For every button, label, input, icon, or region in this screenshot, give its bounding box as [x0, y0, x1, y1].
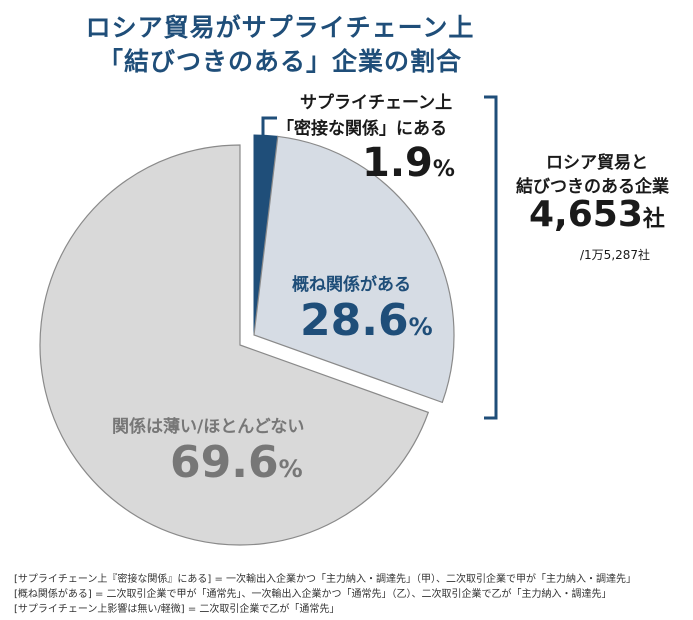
chart-title-line2: 「結びつきのある」企業の割合: [97, 47, 462, 76]
pie-slice-weak-relation: [39, 144, 430, 546]
value-mostly-number: 28.6: [300, 295, 409, 346]
pie-slice-mostly-related: [253, 135, 455, 404]
value-mostly-unit: %: [408, 313, 433, 341]
value-weak: 69.6%: [170, 437, 303, 488]
label-weak: 関係は薄い/ほとんどない: [112, 417, 305, 437]
label-mostly: 概ね関係がある: [292, 275, 411, 295]
group-bracket: [484, 95, 498, 420]
annotation-count: 4,653社: [529, 194, 665, 235]
annotation-line1: ロシア貿易と: [546, 153, 648, 173]
value-weak-number: 69.6: [170, 437, 279, 488]
footnote-3: [サプライチェーン上影響は無い/軽微] = 二次取引企業で乙が「通常先」: [14, 604, 340, 615]
chart-title-line1: ロシア貿易がサプライチェーン上: [85, 13, 475, 42]
annotation-line2: 結びつきのある企業: [516, 177, 669, 197]
label-close-line2: 「密接な関係」にある: [277, 119, 447, 139]
annotation-total: /1万5,287社: [580, 248, 651, 262]
value-mostly: 28.6%: [300, 295, 433, 346]
callout-line: [261, 116, 277, 157]
annotation-count-number: 4,653: [529, 194, 643, 235]
label-close-line1: サプライチェーン上: [300, 93, 453, 113]
footnote-1: [サプライチェーン上『密接な関係』にある] = 一次輸出入企業かつ「主力納入・調…: [14, 574, 637, 585]
value-close: 1.9%: [362, 140, 455, 186]
value-close-number: 1.9: [362, 140, 433, 186]
footnote-2: [概ね関係がある] = 二次取引企業で甲が「通常先」、一次輸出入企業かつ「通常先…: [14, 589, 612, 600]
value-weak-unit: %: [278, 455, 303, 483]
value-close-unit: %: [432, 157, 455, 182]
footnotes: [サプライチェーン上『密接な関係』にある] = 一次輸出入企業かつ「主力納入・調…: [14, 572, 636, 617]
annotation-count-unit: 社: [642, 207, 665, 232]
